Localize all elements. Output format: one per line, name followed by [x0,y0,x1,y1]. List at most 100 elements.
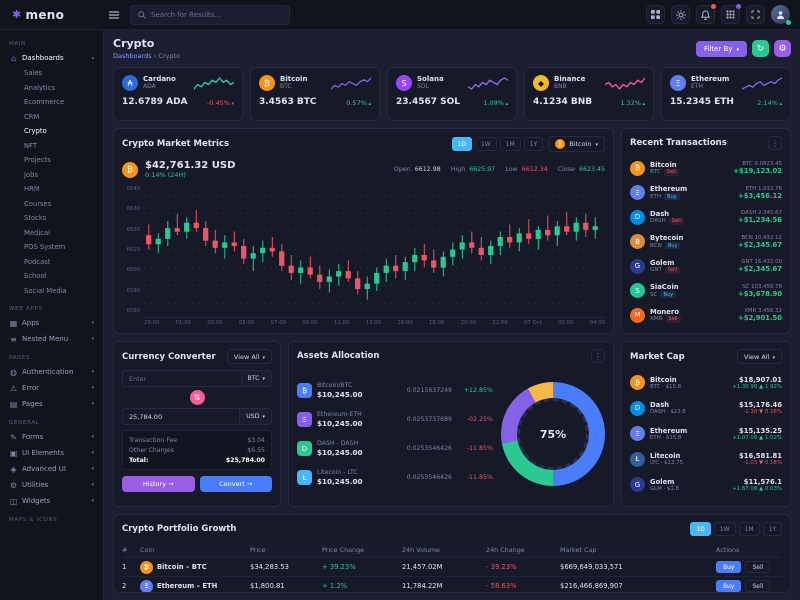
transaction-row[interactable]: D Dash DASH Sell DASH 2.345.67 [630,205,782,230]
sidebar-node-ui-elements[interactable]: ▣ UI Elements ▾ [0,445,103,461]
transaction-row[interactable]: B Bytecoin BCN Buy BCN 10.432.12 [630,230,782,255]
chevron-down-icon [262,413,265,420]
crypto-card[interactable]: ◆ Binance BNB 4.1234 BNB 1.32% [524,67,654,121]
card-menu-button[interactable]: ⋮ [591,349,605,363]
crypto-card[interactable]: ₳ Cardano ADA 12.6789 ADA -0.45% [113,67,243,121]
crypto-card[interactable]: S Solana SOL 23.4567 SOL 1.09% [387,67,517,121]
allocation-row[interactable]: Ξ Ethereum-ETH $10,245.00 0.0253737689 -… [297,405,493,434]
market-cap-row[interactable]: Ξ Ethereum ETH · $15.8 $15,135.25 +1.07.… [630,421,782,447]
sell-button[interactable]: Sell [745,580,771,592]
transaction-amount: +$2,345.67 [738,265,782,274]
user-avatar[interactable] [771,5,791,25]
swap-currencies-button[interactable]: ⇅ [189,390,205,405]
chevron-down-icon [262,375,265,382]
market-cap-row[interactable]: ₿ Bitcoin BTC · $15.8 $18,907.01 +1.30.9… [630,370,782,396]
sidebar-node-school[interactable]: School [0,269,103,284]
sidebar-node-authentication[interactable]: ◍ Authentication ▾ [0,364,103,380]
apps-button[interactable] [721,4,741,24]
range-button-1y[interactable]: 1Y [762,522,782,536]
from-amount-input[interactable] [123,371,241,386]
y-axis: 6640 6630 6620 6610 6600 6590 6580 [122,185,144,315]
x-axis: 23:00 01:00 03:00 05:00 07:00 09:00 11:00 13:00… [144,317,605,326]
sidebar-node-utilities[interactable]: ⚙ Utilities ▾ [0,477,103,493]
breadcrumb-root[interactable]: Dashboards [113,52,152,60]
sidebar-node-medical[interactable]: Medical [0,226,103,241]
range-button-1d[interactable]: 1D [690,522,711,536]
chevron-icon: ▾ [91,320,94,326]
transaction-amount: +$3,456.12 [738,191,782,200]
buy-button[interactable]: Buy [716,580,742,592]
view-all-button[interactable]: View All [226,349,272,364]
buy-button[interactable]: Buy [716,561,742,573]
menu-toggle-button[interactable] [104,5,124,25]
range-button-1m[interactable]: 1M [499,137,521,151]
sidebar-node-error[interactable]: ⚠ Error ▾ [0,380,103,396]
history-button[interactable]: History → [122,476,195,492]
view-all-button[interactable]: View All [736,349,782,364]
sell-button[interactable]: Sell [745,561,771,573]
refresh-button[interactable]: ↻ [752,40,769,57]
sidebar-node-nested-menu[interactable]: ≡ Nested Menu ▾ [0,331,103,347]
sidebar-node-crypto[interactable]: Crypto [0,124,103,139]
from-amount-group: BTC [122,370,272,387]
range-button-1m[interactable]: 1M [738,522,760,536]
from-currency-select[interactable]: BTC [240,371,271,386]
transaction-row[interactable]: G Golem GNT Sell GNT 16.432.00 [630,254,782,279]
crypto-card[interactable]: Ξ Ethereum ETH 15.2345 ETH 2.14% [661,67,791,121]
to-amount-input[interactable] [123,409,240,424]
sidebar-node-courses[interactable]: Courses [0,197,103,212]
search-input[interactable] [151,10,282,19]
market-cap-row[interactable]: D Dash DASH · $23.8 $15,176.46 -1.30 ▼ 0… [630,396,782,422]
settings-button[interactable]: ⚙ [774,40,791,57]
sidebar-node-nft[interactable]: NFT [0,139,103,154]
to-currency-select[interactable]: USD [239,409,271,424]
convert-button[interactable]: Convert → [199,476,272,492]
sidebar-node-social-media[interactable]: Social Media [0,284,103,299]
transaction-row[interactable]: M Monero XMR Sell XMR 3.456.32 [630,303,782,328]
sidebar-item-label: PAGES [9,354,31,361]
card-menu-button[interactable]: ⋮ [768,136,782,150]
portfolio-row[interactable]: 1 ₿ Bitcoin – BTC $34,283.53 + 39.23% 21… [122,558,782,577]
crypto-card[interactable]: ₿ Bitcoin BTC 3.4563 BTC 0.57% [250,67,380,121]
allocation-row[interactable]: ₿ Bitcoin/BTC $10,245.00 0.0215637249 +1… [297,376,493,405]
range-button-1w[interactable]: 1W [713,522,736,536]
sidebar-node-dashboards[interactable]: ⌂ Dashboards ▴ [0,50,103,66]
sidebar-node-advanced-ui[interactable]: ◈ Advanced UI ▾ [0,461,103,477]
range-button-1d[interactable]: 1D [451,137,472,151]
sidebar-node-hrm[interactable]: HRM [0,182,103,197]
grid-button[interactable] [646,5,665,24]
transaction-row[interactable]: S SiaCoin SC Buy SC 103.456.78 [630,279,782,304]
app-logo[interactable]: ✱ meno [0,8,104,22]
sidebar-node-jobs[interactable]: Jobs [0,168,103,183]
portfolio-row[interactable]: 2 Ξ Ethereum – ETH $1,800.81 + 1.2% 11,7… [122,577,782,592]
allocation-row[interactable]: D DASH - DASH $10,245.00 0.0253546426 -1… [297,434,493,463]
sidebar-node-sales[interactable]: Sales [0,66,103,81]
range-button-1y[interactable]: 1Y [523,137,544,151]
sidebar-node-crm[interactable]: CRM [0,110,103,125]
filter-by-button[interactable]: Filter By [695,40,747,57]
sidebar-node-projects[interactable]: Projects [0,153,103,168]
breadcrumb-current: Crypto [158,52,181,60]
sidebar-node-pos-system[interactable]: POS System [0,240,103,255]
sidebar-node-apps[interactable]: ▦ Apps ▾ [0,315,103,331]
market-cap-row[interactable]: Ł Litecoin LTC · $13.75 $16,581.81 -1.03… [630,447,782,473]
transaction-row[interactable]: Ξ Ethereum ETH Buy ETH 1.032.76 [630,181,782,206]
candlestick-chart[interactable] [144,185,600,307]
theme-toggle-button[interactable] [671,5,690,24]
coin-select[interactable]: ₿ Bitcoin [548,136,605,152]
sidebar-node-analytics[interactable]: Analytics [0,81,103,96]
range-button-1w[interactable]: 1W [474,137,497,151]
sidebar-node-widgets[interactable]: ◫ Widgets ▾ [0,493,103,509]
sidebar-node-podcast[interactable]: Podcast [0,255,103,270]
notifications-button[interactable] [696,4,716,24]
page-title: Crypto [113,37,155,50]
sidebar-node-stocks[interactable]: Stocks [0,211,103,226]
sidebar-node-ecommerce[interactable]: Ecommerce [0,95,103,110]
market-cap-row[interactable]: G Golem GLM · $1.8 $11,576.1 +1.67.08 ▲ … [630,472,782,498]
sidebar-item-label: Courses [24,199,52,208]
fullscreen-button[interactable] [746,5,765,24]
sidebar-node-pages[interactable]: ▤ Pages ▾ [0,396,103,412]
sidebar-node-forms[interactable]: ✎ Forms ▾ [0,429,103,445]
transaction-row[interactable]: ₿ Bitcoin BTC Sell BTC 0.0823.45 [630,156,782,181]
allocation-row[interactable]: Ł Litecoin - LTC $10,245.00 0.0253546426… [297,463,493,492]
